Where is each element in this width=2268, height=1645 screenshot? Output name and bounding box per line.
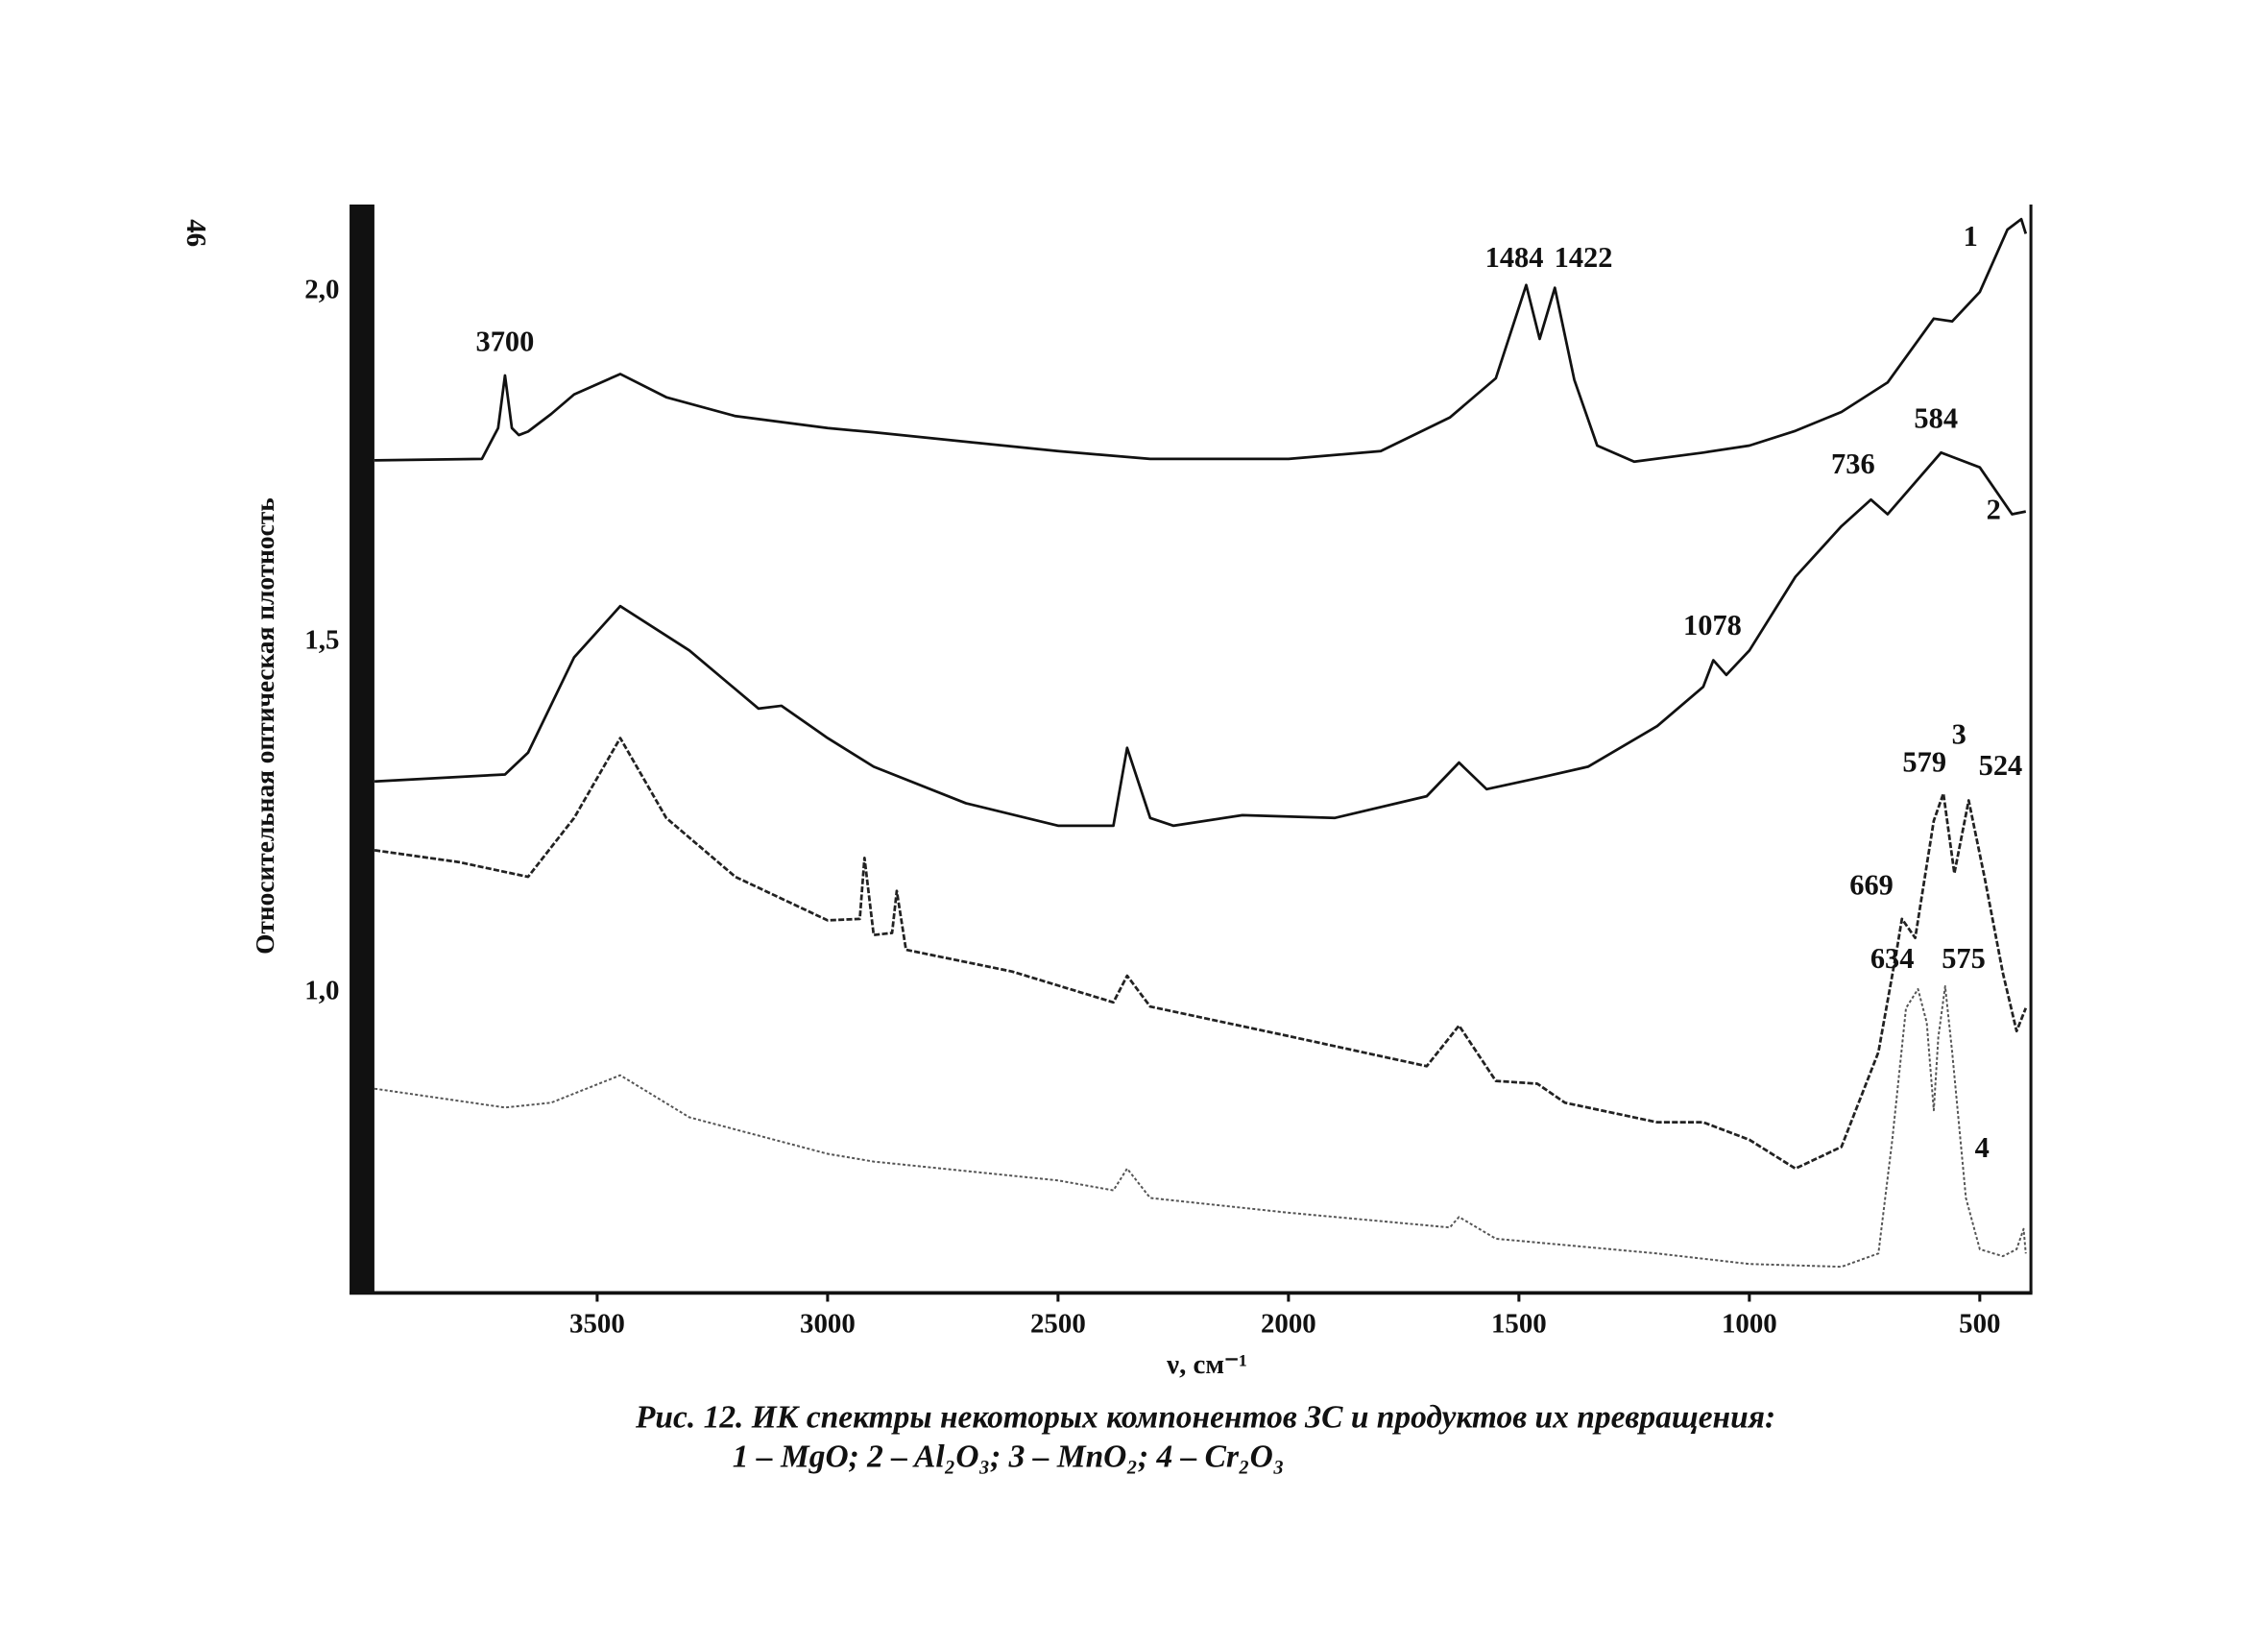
peak-label: 3700 <box>476 325 535 357</box>
peak-label: 1422 <box>1555 241 1613 274</box>
peak-label: 524 <box>1979 749 2023 782</box>
y-tick-label: 2,0 <box>304 274 339 304</box>
series-line-2 <box>374 450 2027 828</box>
y-tick-label: 1,5 <box>304 624 339 655</box>
peak-label: 1 <box>1964 220 1978 253</box>
x-tick-label: 3500 <box>569 1308 625 1339</box>
x-tick-label: 1500 <box>1491 1308 1547 1339</box>
peak-label: 584 <box>1914 402 1958 435</box>
peak-label: 634 <box>1870 942 1915 975</box>
peak-label: 2 <box>1987 494 2001 526</box>
peak-label: 4 <box>1975 1131 1990 1164</box>
x-tick-label: 2000 <box>1261 1308 1316 1339</box>
caption-line-1: Рис. 12. ИК спектры некоторых компоненто… <box>635 1399 1775 1435</box>
peak-label: 3 <box>1952 717 1966 750</box>
y-axis-label: Относительная оптическая плотность <box>251 497 279 955</box>
peak-label: 736 <box>1831 448 1875 480</box>
series-line-4 <box>374 985 2027 1269</box>
peak-label: 1078 <box>1683 609 1742 641</box>
peak-label: 669 <box>1849 868 1894 901</box>
peak-label: 575 <box>1942 942 1986 975</box>
series-line-1 <box>374 217 2028 464</box>
caption-line-2: 1 – MgO; 2 – Al₂O₃; 3 – MnO₂; 4 – Cr₂O₃ <box>733 1439 1285 1474</box>
x-tick-label: 2500 <box>1030 1308 1086 1339</box>
series-line-3 <box>374 737 2028 1171</box>
page-number: 46 <box>181 219 211 247</box>
peak-label: 1484 <box>1485 241 1544 274</box>
x-axis-label: ν, см⁻¹ <box>1166 1349 1247 1380</box>
peak-label: 579 <box>1902 746 1946 779</box>
x-tick-label: 500 <box>1959 1308 2000 1339</box>
y-tick-label: 1,0 <box>304 976 339 1006</box>
y-axis-bar <box>350 204 374 1294</box>
x-tick-label: 3000 <box>800 1308 856 1339</box>
x-tick-label: 1000 <box>1722 1308 1777 1339</box>
